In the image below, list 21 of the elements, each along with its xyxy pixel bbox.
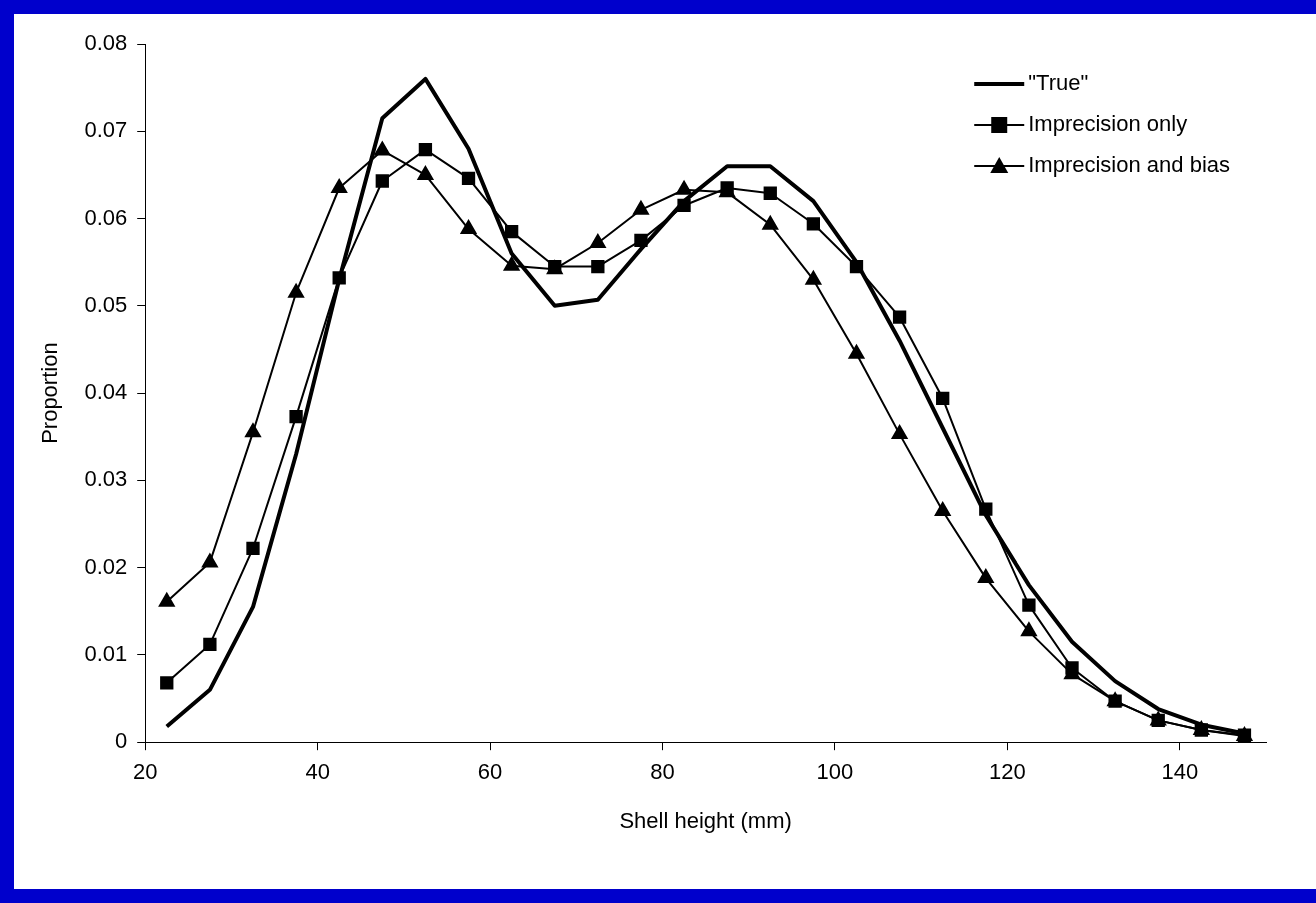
y-axis-title: Proportion [37,342,63,444]
y-tick-label: 0.05 [84,291,128,317]
x-tick-label: 80 [650,759,675,785]
x-tick-label: 60 [477,759,503,785]
y-tick-label: 0.02 [84,553,128,579]
x-axis-title: Shell height (mm) [619,807,792,833]
y-tick-label: 0.06 [84,204,128,230]
x-tick-label: 20 [132,759,158,785]
legend-label: Imprecision and bias [1028,152,1231,178]
y-tick-label: 0.07 [84,117,128,143]
legend-label: "True" [1028,70,1089,96]
y-tick-label: 0 [114,728,128,754]
y-tick-label: 0.03 [84,466,128,492]
x-tick-label: 40 [305,759,330,785]
legend-label: Imprecision only [1028,111,1188,137]
y-tick-label: 0.08 [84,30,128,56]
x-tick-label: 120 [989,759,1026,785]
y-tick-label: 0.04 [84,379,128,405]
x-tick-label: 140 [1161,759,1199,785]
x-tick-label: 100 [816,759,854,785]
y-tick-label: 0.01 [84,640,128,666]
